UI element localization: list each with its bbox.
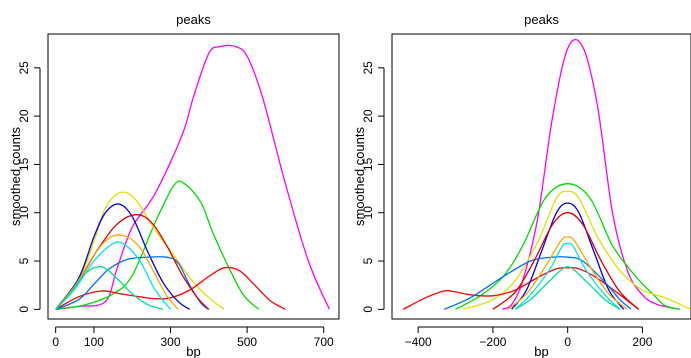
series-line-5: [55, 203, 191, 310]
series-line-7: [492, 212, 640, 310]
series-line-4: [55, 266, 286, 310]
x-tick-label: −400: [405, 335, 432, 349]
series-line-9: [55, 241, 172, 310]
x-tick-label: 0: [564, 335, 571, 349]
y-tick-label: 25: [17, 61, 31, 75]
series-layer: [55, 44, 330, 310]
series-line-1: [501, 38, 680, 310]
y-tick-label: 15: [17, 157, 31, 171]
series-line-3: [462, 190, 691, 310]
y-axis-label: smoothed counts: [352, 127, 367, 227]
series-line-8: [55, 234, 179, 310]
y-tick-label: 20: [361, 109, 375, 123]
y-tick-label: 15: [361, 157, 375, 171]
chart-title: peaks: [524, 12, 559, 27]
y-tick-label: 5: [361, 257, 375, 264]
x-tick-label: 200: [632, 335, 652, 349]
y-tick-label: 25: [361, 61, 375, 75]
x-tick-label: 300: [161, 335, 181, 349]
x-tick-label: 500: [237, 335, 257, 349]
series-line-2: [55, 180, 260, 310]
right-chart-panel: peaks bp smoothed counts −400 −200 0 200 0 5 1…: [352, 12, 691, 358]
y-axis-label: smoothed counts: [8, 127, 23, 227]
series-line-5: [511, 202, 625, 310]
chart-title: peaks: [176, 12, 211, 27]
x-axis-label: bp: [186, 344, 200, 358]
series-line-8: [507, 236, 628, 310]
x-tick-label: 700: [314, 335, 334, 349]
series-line-6: [444, 256, 632, 310]
axis-layer: 0 100 300 500 700 0 5 10 15 20 25: [17, 61, 334, 349]
axis-layer: −400 −200 0 200 0 5 10 15 20 25: [361, 61, 653, 349]
y-tick-label: 10: [361, 206, 375, 220]
series-line-10: [55, 265, 164, 310]
x-tick-label: 0: [52, 335, 59, 349]
plot-frame: [47, 33, 340, 320]
y-tick-label: 5: [17, 257, 31, 264]
series-line-3: [55, 191, 225, 310]
y-tick-label: 0: [361, 306, 375, 313]
x-tick-label: 100: [84, 335, 104, 349]
series-line-1: [55, 44, 330, 310]
y-tick-label: 10: [17, 206, 31, 220]
x-tick-label: −200: [479, 335, 506, 349]
y-tick-label: 20: [17, 109, 31, 123]
x-axis-label: bp: [534, 344, 548, 358]
left-chart-panel: peaks bp smoothed counts 0 100 300 500 700 0 5…: [8, 12, 340, 358]
series-layer: [402, 38, 691, 310]
series-line-10: [514, 266, 621, 310]
plot-frame: [391, 33, 691, 320]
y-tick-label: 0: [17, 306, 31, 313]
series-line-4: [402, 266, 640, 310]
series-line-9: [514, 242, 621, 310]
